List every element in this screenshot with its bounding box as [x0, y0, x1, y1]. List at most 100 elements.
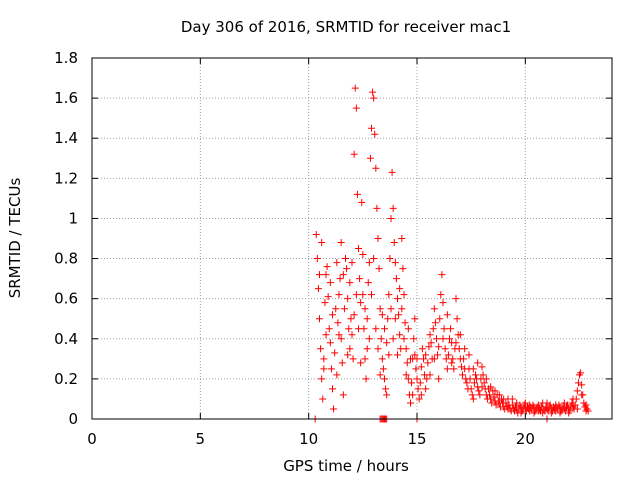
data-point: [353, 190, 361, 198]
data-point: [388, 168, 396, 176]
y-tick-labels: 0 0.2 0.4 0.6 0.8 1 1.2 1.4 1.6 1.8: [54, 49, 78, 428]
data-point: [530, 409, 538, 417]
data-point: [569, 395, 577, 403]
data-point: [365, 259, 373, 267]
data-point: [534, 407, 542, 415]
data-point: [344, 351, 352, 359]
data-point: [346, 279, 354, 287]
data-point: [412, 365, 420, 373]
data-point: [582, 401, 590, 409]
data-point: [517, 409, 525, 417]
data-point: [414, 385, 422, 393]
axis-ticks: [91, 57, 612, 420]
data-point: [500, 395, 508, 403]
data-point: [376, 371, 384, 379]
data-point: [573, 405, 581, 413]
data-point: [409, 391, 417, 399]
y-axis-label: SRMTID / TECUs: [6, 178, 24, 299]
data-point: [369, 88, 377, 96]
data-point: [404, 325, 412, 333]
x-tick-label: 0: [87, 430, 97, 448]
y-tick-label: 0.4: [54, 330, 78, 348]
data-point: [345, 325, 353, 333]
plot-frame: [91, 57, 613, 420]
data-point: [325, 325, 333, 333]
x-tick-label: 5: [196, 430, 206, 448]
data-point: [565, 409, 573, 417]
data-point: [463, 379, 471, 387]
data-point: [401, 319, 409, 327]
data-point: [444, 351, 452, 359]
data-point: [391, 259, 399, 267]
data-point: [486, 391, 494, 399]
data-point: [449, 355, 457, 363]
data-point: [346, 345, 354, 353]
data-point: [321, 299, 329, 307]
data-point: [320, 365, 328, 373]
data-point: [374, 345, 382, 353]
y-tick-label: 0.8: [54, 250, 78, 268]
data-point: [335, 331, 343, 339]
data-point: [491, 387, 499, 395]
data-point: [342, 255, 349, 263]
data-point: [420, 355, 427, 363]
data-point: [387, 305, 395, 313]
data-point: [343, 265, 351, 273]
data-point: [472, 371, 479, 379]
data-point: [443, 365, 451, 373]
data-point: [330, 405, 338, 413]
data-point: [348, 331, 356, 339]
data-point: [318, 239, 326, 247]
data-point: [571, 401, 579, 409]
data-point: [361, 305, 369, 313]
data-point: [408, 379, 416, 387]
data-point: [390, 239, 398, 247]
chart-title: Day 306 of 2016, SRMTID for receiver mac…: [181, 18, 511, 36]
data-point: [349, 355, 357, 363]
data-point: [333, 259, 341, 267]
data-point: [573, 387, 581, 395]
data-point: [350, 311, 358, 319]
data-point: [355, 245, 362, 253]
y-tick-label: 1.8: [54, 49, 78, 67]
data-point: [314, 285, 322, 293]
data-point: [322, 331, 330, 339]
data-point: [348, 259, 356, 267]
data-point: [407, 355, 414, 363]
y-tick-label: 1: [68, 209, 78, 227]
y-tick-label: 1.2: [54, 169, 78, 187]
data-point: [433, 335, 440, 343]
data-point: [411, 351, 419, 359]
data-point: [395, 311, 403, 319]
x-tick-label: 20: [516, 430, 535, 448]
data-point: [446, 335, 453, 343]
data-point: [470, 379, 478, 387]
data-point: [431, 319, 439, 327]
data-point: [326, 339, 334, 347]
data-point: [326, 279, 334, 287]
x-tick-label: 15: [407, 430, 426, 448]
data-point: [335, 291, 343, 299]
data-point: [381, 375, 388, 383]
y-tick-label: 0: [68, 410, 78, 428]
data-point: [435, 375, 443, 383]
data-point: [413, 355, 421, 363]
data-point: [478, 383, 486, 391]
data-point: [577, 369, 585, 377]
data-point: [350, 150, 358, 158]
data-point: [439, 299, 447, 307]
data-point: [556, 409, 564, 417]
data-point: [466, 375, 474, 383]
data-point: [382, 385, 390, 393]
x-tick-labels: 0 5 10 15 20: [87, 430, 535, 448]
data-point: [422, 351, 430, 359]
data-point: [331, 349, 339, 357]
data-point: [373, 204, 381, 212]
data-point: [482, 375, 490, 383]
x-axis-label: GPS time / hours: [283, 457, 409, 475]
data-point: [424, 359, 432, 367]
data-point: [487, 383, 495, 391]
data-point: [327, 365, 335, 373]
data-point: [374, 235, 382, 242]
